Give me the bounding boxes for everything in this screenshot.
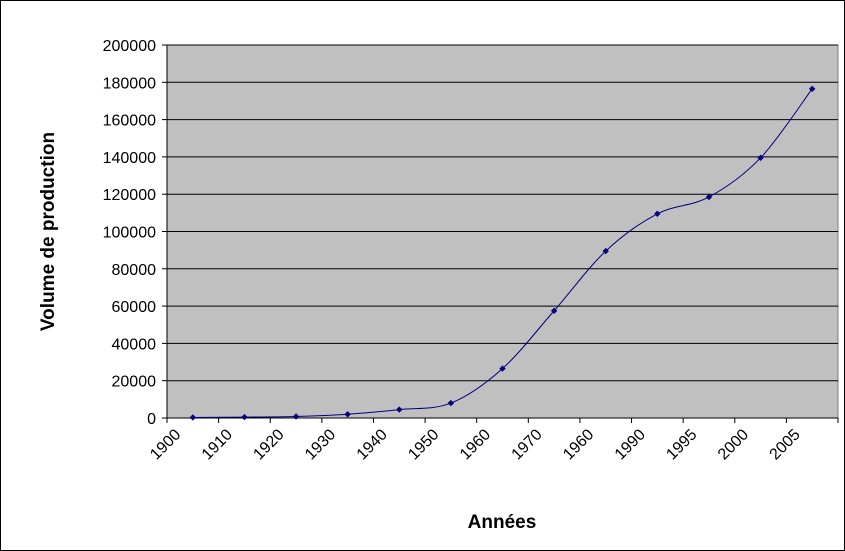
- x-tick-label: 1970: [509, 426, 546, 463]
- data-point: [654, 210, 661, 217]
- x-tick-label: 1990: [612, 426, 649, 463]
- x-tick-label: 1995: [663, 426, 700, 463]
- y-tick-label: 140000: [103, 150, 156, 167]
- y-tick-label: 120000: [103, 187, 156, 204]
- x-tick-label: 1910: [199, 426, 236, 463]
- y-tick-label: 40000: [112, 336, 157, 353]
- y-tick-label: 60000: [112, 299, 157, 316]
- axes: [162, 44, 839, 423]
- data-point: [241, 413, 248, 421]
- x-tick-labels: 1900 1910 1920 1930 1940 1950 1960 1970 1960 1990…: [147, 426, 804, 463]
- x-tick-label: 2005: [767, 426, 804, 463]
- data-point: [705, 193, 713, 201]
- data-point: [189, 414, 197, 421]
- y-tick-label: 100000: [103, 225, 156, 242]
- x-tick-label: 1960: [457, 426, 494, 463]
- data-point: [344, 411, 351, 418]
- x-tick-label: 1920: [250, 426, 287, 463]
- y-tick-label: 0: [147, 411, 156, 428]
- gridlines: [167, 44, 838, 382]
- x-tick-label: 1940: [354, 426, 391, 463]
- y-tick-label: 20000: [112, 374, 157, 391]
- x-tick-label: 1960: [560, 426, 597, 463]
- data-point: [757, 154, 764, 162]
- y-tick-label: 160000: [103, 113, 156, 130]
- x-tick-label: 2000: [715, 426, 752, 463]
- y-axis-title: Volume de production: [38, 132, 59, 331]
- x-axis-title: Années: [468, 512, 537, 533]
- data-point: [499, 365, 506, 372]
- y-tick-label: 200000: [103, 38, 156, 55]
- data-point: [602, 247, 609, 255]
- x-tick-label: 1950: [405, 426, 442, 463]
- data-markers: [189, 85, 816, 421]
- x-tick-label: 1930: [302, 426, 339, 463]
- x-tick-label: 1900: [147, 426, 184, 463]
- data-point: [808, 85, 816, 93]
- y-tick-label: 80000: [112, 262, 157, 279]
- y-tick-label: 180000: [103, 75, 156, 92]
- data-point: [447, 399, 455, 407]
- data-point: [292, 413, 300, 420]
- data-point: [550, 307, 558, 314]
- y-tick-labels: 0 20000 40000 60000 80000 100000 120000 140000 1…: [103, 38, 156, 428]
- data-point: [396, 406, 403, 413]
